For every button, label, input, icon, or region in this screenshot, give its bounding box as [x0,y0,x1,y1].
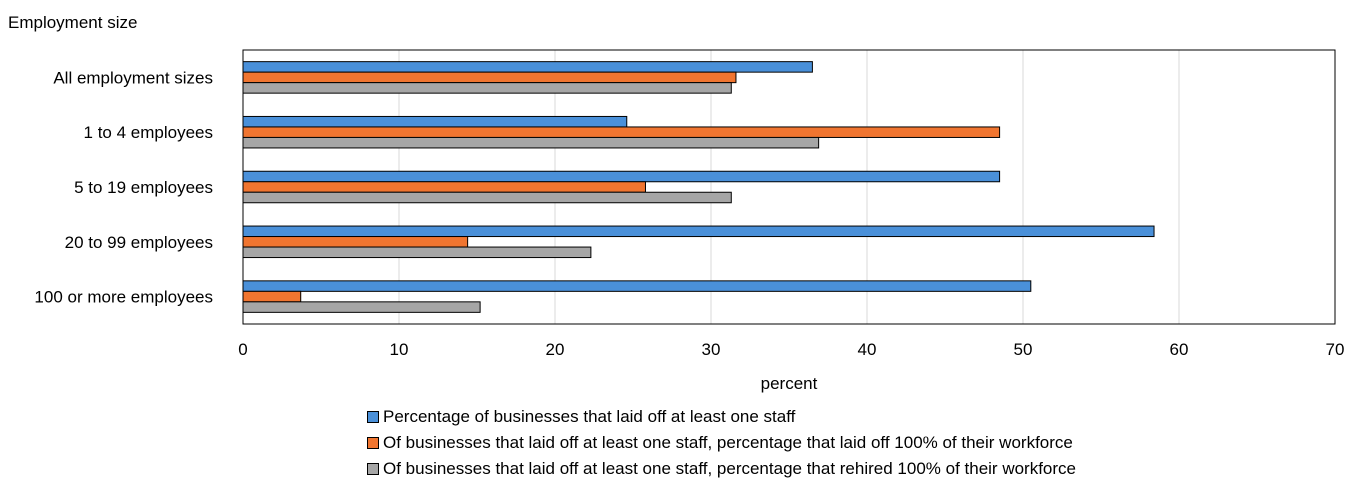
legend: Percentage of businesses that laid off a… [367,404,1076,482]
legend-swatch-2 [367,437,379,449]
x-tick-label: 50 [1014,340,1033,359]
x-tick-label: 60 [1170,340,1189,359]
x-tick-label: 40 [858,340,877,359]
x-axis-title: percent [761,374,818,393]
category-label: 20 to 99 employees [65,233,213,252]
category-label: 100 or more employees [34,288,213,307]
category-label: 1 to 4 employees [84,123,213,142]
bar [242,136,820,149]
x-tick-label: 70 [1326,340,1345,359]
legend-swatch-3 [367,463,379,475]
bar [242,290,302,303]
x-tick-label: 10 [390,340,409,359]
legend-label-2: Of businesses that laid off at least one… [383,433,1073,452]
bar [242,236,469,248]
category-labels: All employment sizes 1 to 4 employees 5 to… [34,68,213,306]
bar [242,181,646,193]
x-tick-label: 0 [238,340,247,359]
bar [242,246,592,259]
category-label: 5 to 19 employees [74,178,213,197]
bar [242,191,732,204]
category-label: All employment sizes [53,68,213,87]
bar [242,301,481,313]
legend-label-1: Percentage of businesses that laid off a… [383,407,796,426]
bar [242,82,732,94]
bar [242,225,1155,238]
x-tick-label: 30 [702,340,721,359]
legend-item-2: Of businesses that laid off at least one… [367,430,1076,456]
bar [242,280,1032,292]
legend-item-1: Percentage of businesses that laid off a… [367,404,1076,430]
bars [242,61,1155,313]
bar [242,71,737,84]
bar [242,170,1001,183]
x-tick-label: 20 [546,340,565,359]
legend-item-3: Of businesses that laid off at least one… [367,456,1076,482]
x-tick-labels: 0 10 20 30 40 50 60 70 [238,340,1344,359]
bar [242,61,813,73]
legend-swatch-1 [367,411,379,423]
bar [242,126,1001,138]
y-axis-title: Employment size [8,13,137,32]
bar [242,115,628,128]
legend-label-3: Of businesses that laid off at least one… [383,459,1076,478]
